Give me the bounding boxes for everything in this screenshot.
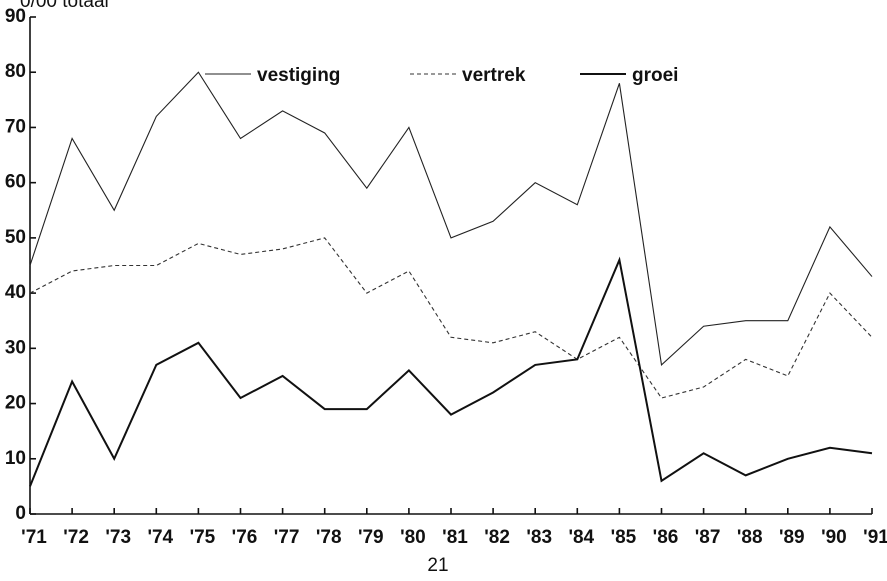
y-tick-label: 90 xyxy=(5,6,26,27)
x-tick-label: '88 xyxy=(737,527,763,548)
x-tick-label: '73 xyxy=(105,527,131,548)
legend-label: vestiging xyxy=(257,65,340,86)
page-number: 21 xyxy=(427,555,448,576)
x-tick-label: '90 xyxy=(821,527,847,548)
x-tick-label: '75 xyxy=(190,527,216,548)
y-tick-label: 0 xyxy=(15,503,26,524)
legend-label: vertrek xyxy=(462,65,526,86)
x-tick-label: '76 xyxy=(232,527,258,548)
x-tick-label: '81 xyxy=(442,527,468,548)
y-tick-label: 40 xyxy=(5,282,26,303)
y-tick-label: 70 xyxy=(5,116,26,137)
series-line xyxy=(29,237,873,399)
x-tick-label: '71 xyxy=(21,527,47,548)
x-tick-label: '85 xyxy=(611,527,637,548)
x-tick-label: '74 xyxy=(147,527,173,548)
x-tick-label: '87 xyxy=(695,527,721,548)
x-tick-label: '72 xyxy=(63,527,89,548)
chart-title: 0/00 totaal xyxy=(20,0,109,12)
x-tick-label: '78 xyxy=(316,527,342,548)
x-tick-label: '79 xyxy=(358,527,384,548)
y-tick-label: 10 xyxy=(5,448,26,469)
series-line xyxy=(29,71,873,367)
series-line xyxy=(29,256,873,487)
x-tick-label: '83 xyxy=(526,527,552,548)
y-tick-label: 30 xyxy=(5,337,26,358)
y-tick-label: 60 xyxy=(5,172,26,193)
x-tick-label: '86 xyxy=(653,527,679,548)
x-tick-label: '84 xyxy=(568,527,594,548)
x-tick-label: '80 xyxy=(400,527,426,548)
y-tick-label: 20 xyxy=(5,393,26,414)
y-tick-label: 80 xyxy=(5,61,26,82)
x-tick-label: '82 xyxy=(484,527,510,548)
x-tick-label: '91 xyxy=(863,527,887,548)
x-tick-label: '89 xyxy=(779,527,805,548)
legend-label: groei xyxy=(632,65,678,86)
x-tick-label: '77 xyxy=(274,527,300,548)
y-tick-label: 50 xyxy=(5,227,26,248)
